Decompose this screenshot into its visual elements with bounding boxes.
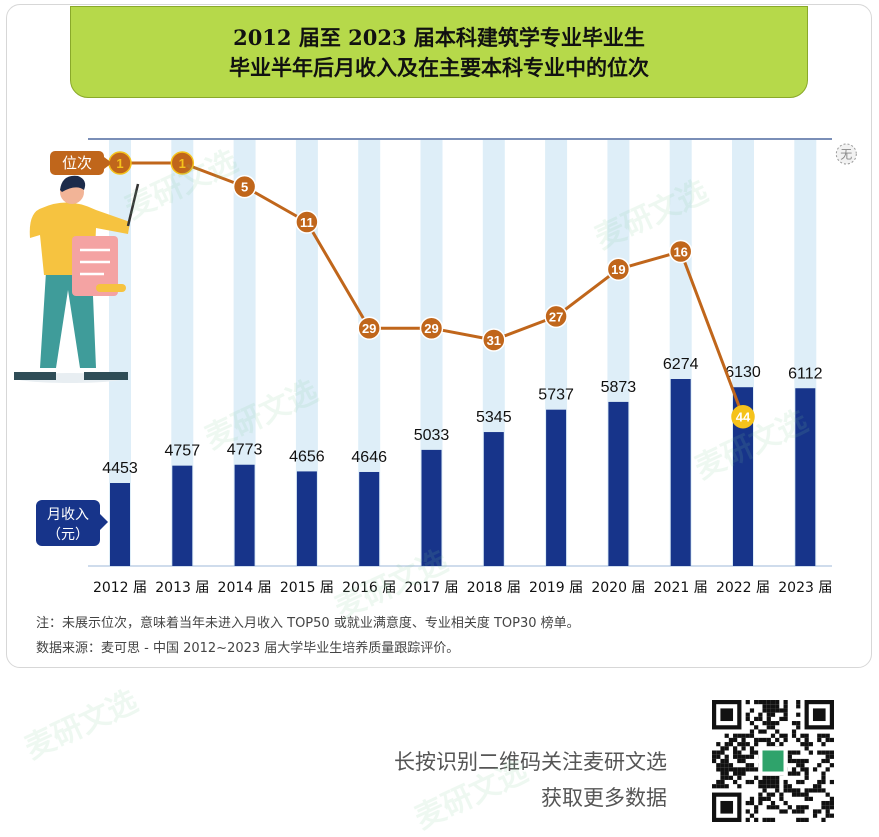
x-tick-label: 2014 届 [218, 580, 272, 596]
x-tick-label: 2022 届 [716, 580, 770, 596]
bar-value-label: 6112 [788, 365, 823, 382]
bar [795, 388, 816, 566]
bar [234, 464, 255, 566]
x-tick-label: 2023 届 [778, 580, 832, 596]
illustration-shoe [14, 372, 56, 380]
bar [546, 409, 567, 566]
x-tick-label: 2013 届 [155, 580, 209, 596]
x-tick-label: 2016 届 [342, 580, 396, 596]
x-tick-label: 2018 届 [467, 580, 521, 596]
rank-marker [232, 174, 257, 199]
rank-marker [482, 328, 506, 352]
background-stripe [171, 140, 194, 566]
bar [733, 387, 753, 566]
income-tag-label: （元） [47, 527, 89, 543]
x-tick-label: 2021 届 [654, 580, 708, 596]
bar-value-label: 5345 [476, 409, 512, 426]
rank-value-label: 27 [549, 309, 563, 324]
bar [359, 471, 380, 566]
bar-value-label: 4757 [165, 443, 201, 460]
bar-value-label: 6274 [663, 356, 699, 373]
x-tick-label: 2017 届 [404, 580, 458, 596]
rank-marker [357, 316, 381, 340]
chart-title-box: 2012 届至 2023 届本科建筑学专业毕业生 毕业半年后月收入及在主要本科专… [70, 6, 808, 98]
bar-value-label: 6130 [725, 364, 761, 381]
bar [670, 379, 691, 566]
background-stripe [233, 140, 256, 566]
rank-marker [606, 257, 631, 281]
teacher-illustration [14, 175, 140, 383]
rank-value-label: 11 [300, 215, 314, 230]
rank-marker [295, 210, 319, 234]
illustration-scroll-end [96, 284, 126, 292]
rank-missing-label: 无 [840, 148, 852, 162]
rank-value-label: 44 [736, 410, 751, 425]
bar [421, 449, 442, 566]
bar-value-label: 5737 [538, 387, 574, 404]
chart-title-line-2: 毕业半年后月收入及在主要本科专业中的位次 [229, 55, 649, 80]
bar-value-label: 4453 [102, 460, 138, 477]
illustration-shoe [84, 372, 128, 380]
qr-code-icon[interactable] [712, 700, 834, 822]
rank-missing-marker [835, 143, 857, 165]
rank-tag [50, 151, 104, 175]
bar-value-label: 5033 [414, 427, 450, 444]
promo-text-line-1: 长按识别二维码关注麦研文选 [394, 750, 667, 774]
rank-value-label: 16 [673, 245, 687, 260]
bar-value-label: 4646 [351, 449, 387, 466]
bar [483, 432, 504, 566]
rank-marker [419, 316, 444, 340]
rank-marker [668, 239, 693, 264]
rank-tag-arrow [104, 157, 112, 169]
bar-value-label: 5873 [601, 379, 637, 396]
x-tick-label: 2019 届 [529, 580, 583, 596]
bar [172, 465, 193, 566]
background-stripe [358, 140, 381, 566]
rank-value-label: 5 [241, 180, 248, 195]
background-stripe [295, 140, 318, 566]
rank-value-label: 1 [116, 156, 123, 171]
bar-value-label: 4773 [227, 442, 263, 459]
rank-marker [170, 151, 195, 175]
rank-marker [731, 404, 755, 429]
chart-title-line-1: 2012 届至 2023 届本科建筑学专业毕业生 [233, 25, 645, 50]
income-tag-arrow [100, 514, 108, 530]
rank-value-label: 31 [487, 333, 501, 348]
illustration-pointer [126, 183, 140, 227]
bar [296, 471, 317, 566]
rank-value-label: 29 [424, 321, 438, 336]
rank-tag-label: 位次 [62, 154, 92, 172]
rank-marker [544, 304, 568, 329]
rank-value-label: 1 [179, 156, 186, 171]
bar-value-label: 4656 [289, 448, 325, 465]
x-tick-label: 2012 届 [93, 580, 147, 596]
data-source-note: 数据来源：麦可思 - 中国 2012~2023 届大学毕业生培养质量跟踪评价。 [36, 641, 460, 656]
rank-value-label: 19 [611, 262, 625, 277]
bar [608, 401, 629, 566]
x-tick-label: 2020 届 [591, 580, 645, 596]
income-tag-label: 月收入 [47, 507, 89, 523]
bar [110, 483, 130, 566]
illustration-hair [60, 175, 86, 192]
income-tag [36, 500, 100, 546]
promo-text-line-2: 获取更多数据 [541, 786, 667, 810]
chart-footnote: 注：未展示位次，意味着当年未进入月收入 TOP50 或就业满意度、专业相关度 T… [36, 616, 580, 631]
x-tick-label: 2015 届 [280, 580, 334, 596]
rank-value-label: 29 [362, 321, 376, 336]
